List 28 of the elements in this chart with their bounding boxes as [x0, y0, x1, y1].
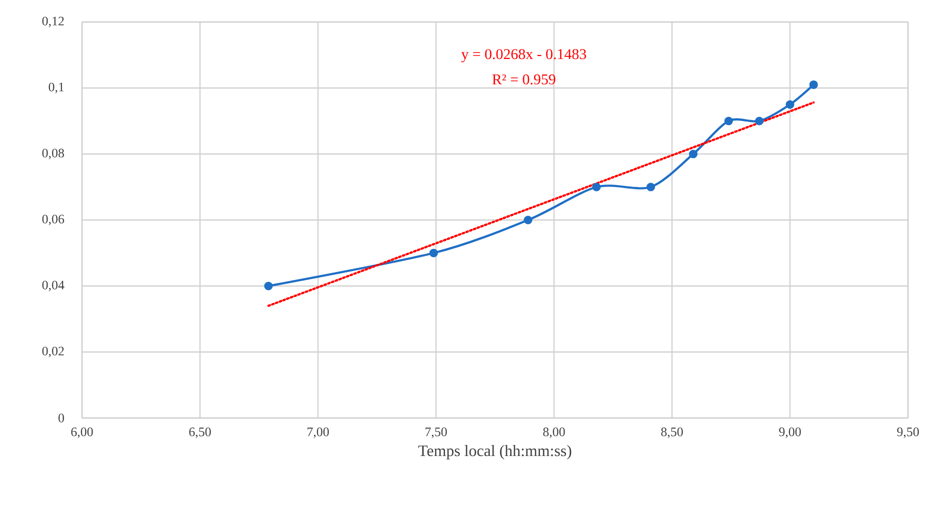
y-tick-label: 0,08 [42, 148, 64, 160]
point [646, 182, 656, 192]
x-tick-label: 7,50 [426, 428, 447, 438]
point [524, 216, 532, 224]
y-tick-label: 0 [58, 414, 64, 422]
x-tick-label: 6,50 [189, 428, 211, 438]
point [688, 150, 698, 158]
annotation: R² = 0.959 [492, 74, 556, 84]
point [724, 116, 733, 126]
y-tick-label: 0,02 [42, 346, 64, 358]
y-tick-label: 0,04 [42, 280, 64, 292]
point [786, 100, 794, 109]
x-tick-label: 9,50 [897, 428, 919, 438]
x-tick-label: 9,00 [779, 428, 801, 438]
x-tick-label: 8,50 [661, 428, 683, 438]
x-tick-label: 8,00 [543, 428, 565, 438]
point [755, 116, 764, 126]
x-axis-title: Temps local (hh:mm:ss) [418, 444, 572, 460]
annotation: y = 0.0268x - 0.1483 [461, 49, 586, 62]
point [592, 182, 601, 192]
point [429, 248, 438, 258]
point [264, 282, 273, 290]
y-tick-label: 0,06 [42, 214, 64, 226]
x-tick-label: 7,00 [308, 428, 329, 438]
x-tick-label: 6,00 [71, 428, 93, 438]
y-tick-label: 0,1 [48, 82, 64, 94]
point [809, 80, 818, 89]
y-tick-label: 0,12 [42, 16, 64, 28]
